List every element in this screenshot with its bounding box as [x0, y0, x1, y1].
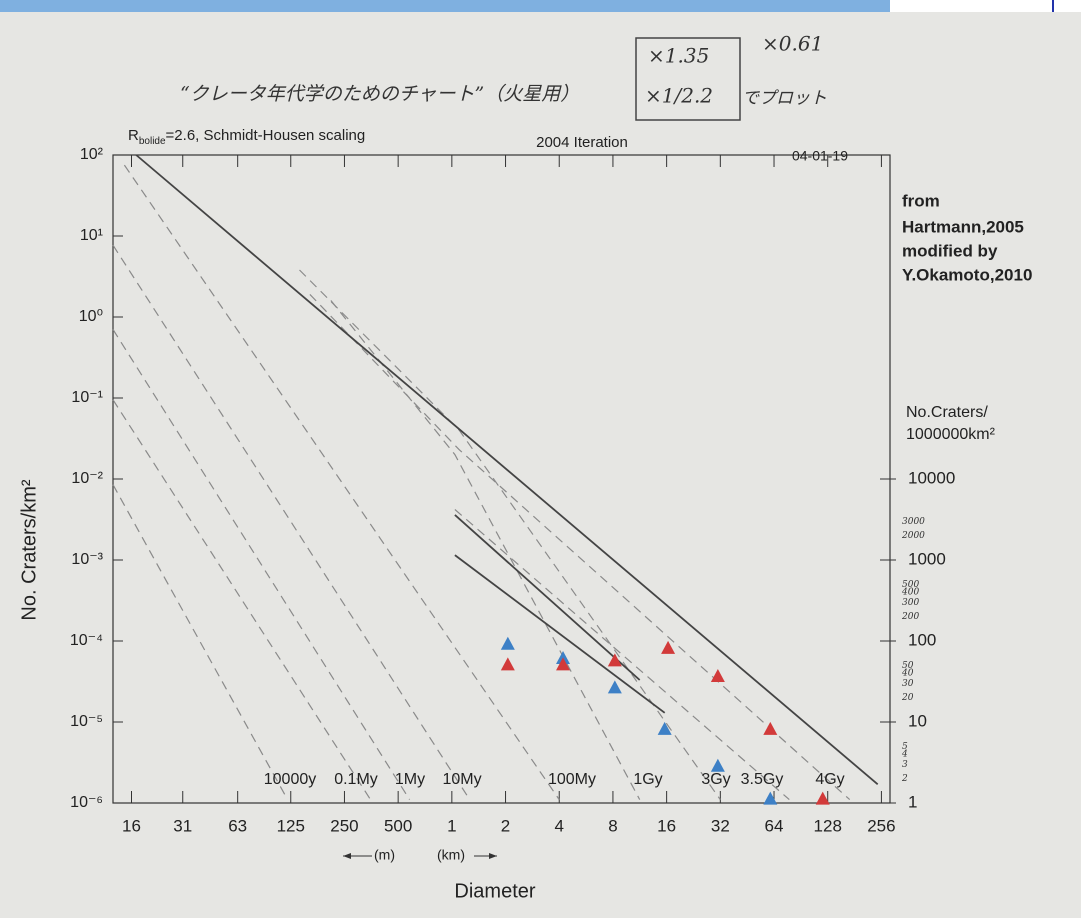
y2-handwritten-label: 4 [901, 750, 908, 760]
credit: Hartmann,2005 [902, 217, 1024, 236]
header-right: 04-01-19 [792, 148, 848, 164]
x-tick-label: 128 [814, 816, 842, 835]
x-tick-label: 500 [384, 816, 412, 835]
y-tick-label: 10⁻⁵ [70, 713, 103, 730]
y2-axis-label: 1000000km² [906, 426, 996, 443]
credit: Y.Okamoto,2010 [902, 265, 1032, 284]
triangle-point [763, 792, 777, 805]
x-tick-label: 8 [608, 816, 617, 835]
y-axis-label: No. Craters/km² [18, 479, 40, 620]
header-left-part: =2.6, Schmidt-Housen scaling [166, 127, 366, 144]
top-strip [0, 0, 890, 12]
triangle-point [711, 669, 725, 682]
chart: “クレータ年代学のためのチャート”（火星用） ×1.35 ×1/2.2 でプロッ… [0, 0, 1081, 918]
handwritten-title: “クレータ年代学のためのチャート”（火星用） [180, 83, 579, 105]
y2-handwritten-label: 20 [901, 693, 914, 703]
y2-axis-label: No.Craters/ [906, 404, 988, 421]
x-unit-left: (m) [374, 847, 395, 863]
triangle-point [501, 657, 515, 670]
triangle-point [763, 722, 777, 735]
unit-arrowhead [489, 853, 497, 859]
isochron [455, 510, 789, 800]
handwritten-box-line: ×1.35 [648, 44, 709, 68]
x-axis-label: Diameter [454, 880, 535, 902]
x-tick-label: 2 [501, 816, 510, 835]
header-left: Rbolide=2.6, Schmidt-Housen scaling [128, 127, 365, 147]
y2-handwritten-label: 40 [901, 669, 914, 679]
header-left-part: R [128, 127, 139, 144]
x-tick-label: 4 [555, 816, 564, 835]
x-tick-label: 63 [228, 816, 247, 835]
isochron [331, 301, 640, 800]
x-tick-label: 16 [122, 816, 141, 835]
solid-line [455, 555, 665, 713]
triangle-point [608, 680, 622, 693]
x-tick-label: 16 [657, 816, 676, 835]
y-tick-label: 10⁻² [71, 470, 103, 487]
y2-tick-label: 100 [908, 630, 936, 649]
isochron-label: 10My [442, 771, 481, 788]
y2-handwritten-label: 200 [901, 612, 919, 622]
y-tick-label: 10⁻⁶ [70, 794, 103, 811]
isochron-label: 1My [395, 771, 425, 788]
triangle-point [661, 641, 675, 654]
isochron-label: 3Gy [701, 771, 730, 788]
handwritten-box-line: でプロット [742, 89, 827, 109]
x-tick-label: 32 [711, 816, 730, 835]
plot-frame [113, 155, 890, 803]
isochron-label: 10000y [264, 771, 317, 788]
y-tick-label: 10² [80, 146, 104, 163]
y2-handwritten-label: 400 [901, 588, 919, 598]
y-tick-label: 10⁻³ [71, 551, 103, 568]
isochron-label: 0.1My [334, 771, 378, 788]
x-tick-label: 256 [867, 816, 895, 835]
isochron [113, 245, 470, 799]
credit: modified by [902, 241, 998, 260]
y2-handwritten-label: 300 [902, 598, 919, 608]
unit-arrowhead [343, 853, 351, 859]
isochron [113, 485, 288, 800]
triangle-point [501, 637, 515, 650]
isochron-label: 100My [548, 771, 596, 788]
header-center: 2004 Iteration [536, 134, 628, 151]
y2-tick-label: 10 [908, 711, 927, 730]
y2-tick-label: 1 [908, 792, 917, 811]
x-unit-right: (km) [437, 847, 465, 863]
y-tick-label: 10⁻⁴ [70, 632, 103, 649]
x-tick-label: 31 [173, 816, 192, 835]
handwritten-extra: ×0.61 [762, 32, 823, 56]
y2-handwritten-label: 2 [901, 774, 908, 784]
y2-tick-label: 10000 [908, 468, 955, 487]
triangle-point [711, 759, 725, 772]
isochron [124, 165, 559, 800]
x-tick-label: 250 [330, 816, 358, 835]
y2-handwritten-label: 30 [902, 679, 914, 689]
isochron-label: 1Gy [633, 771, 662, 788]
x-tick-label: 1 [447, 816, 456, 835]
y-tick-label: 10¹ [80, 227, 103, 244]
credit: from [902, 191, 940, 210]
x-tick-label: 125 [277, 816, 305, 835]
isochron [113, 400, 371, 800]
y2-handwritten-label: 2000 [901, 531, 925, 541]
isochron-label: 4Gy [815, 771, 844, 788]
solid-line [455, 515, 640, 680]
y2-handwritten-label: 3 [902, 760, 908, 770]
y-tick-label: 10⁰ [79, 308, 103, 325]
header-left-part: bolide [139, 136, 166, 147]
y-tick-label: 10⁻¹ [71, 389, 103, 406]
y2-handwritten-label: 3000 [902, 517, 925, 527]
y2-tick-label: 1000 [908, 549, 946, 568]
solid-line [136, 155, 878, 784]
isochron-label: 3.5Gy [741, 771, 784, 788]
x-tick-label: 64 [765, 816, 784, 835]
triangle-point [608, 653, 622, 666]
handwritten-box-line: ×1/2.2 [645, 84, 713, 108]
